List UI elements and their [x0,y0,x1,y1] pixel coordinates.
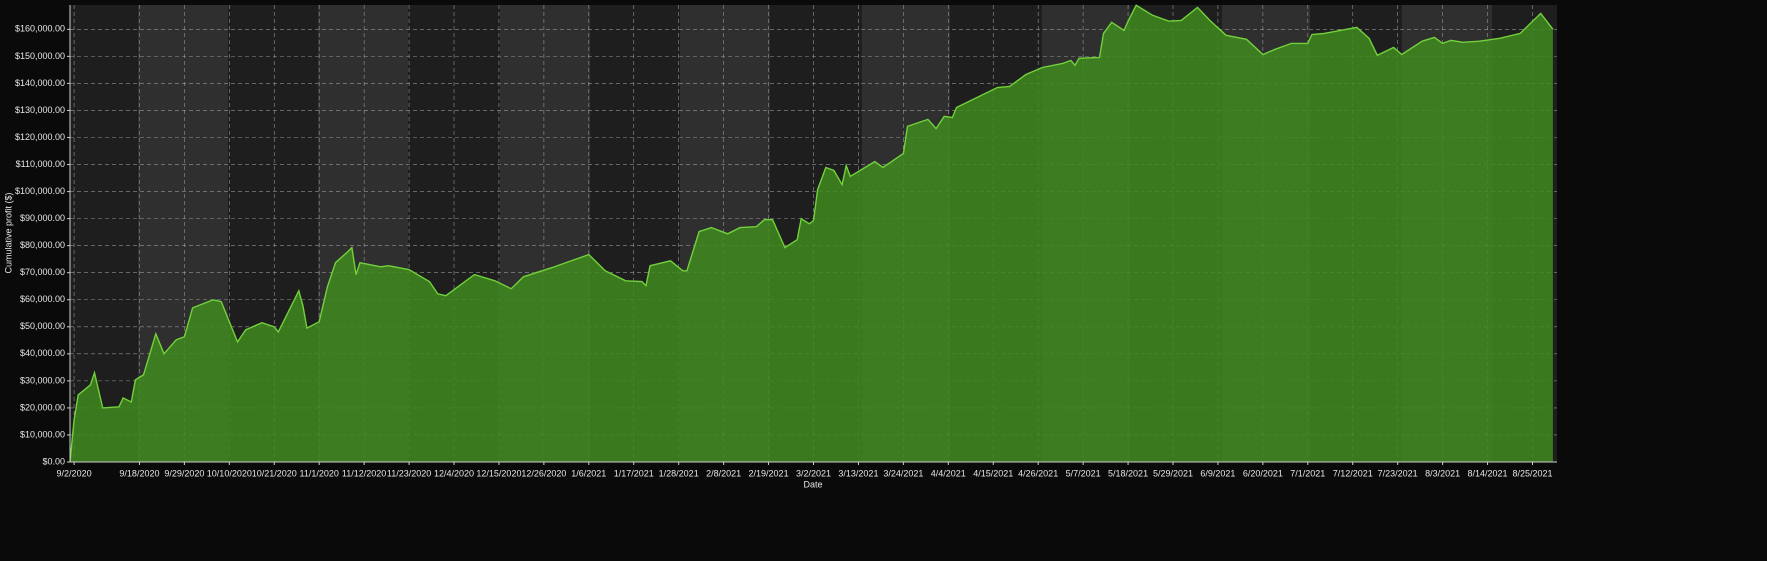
x-tick-label: 8/3/2021 [1425,468,1460,478]
x-tick-label: 3/2/2021 [796,468,831,478]
x-tick-label: 7/12/2021 [1333,468,1373,478]
x-tick-label: 4/15/2021 [973,468,1013,478]
x-tick-label: 11/12/2020 [342,468,386,478]
x-tick-label: 5/7/2021 [1066,468,1101,478]
y-tick-label: $110,000.00 [16,159,65,169]
x-tick-label: 8/25/2021 [1512,468,1552,478]
x-tick-label: 11/23/2020 [387,468,431,478]
x-tick-label: 3/13/2021 [838,468,878,478]
x-tick-label: 9/29/2020 [164,468,204,478]
y-tick-label: $90,000.00 [20,213,65,223]
y-tick-label: $30,000.00 [20,375,65,385]
x-tick-label: 1/17/2021 [614,468,654,478]
y-tick-label: $130,000.00 [15,105,65,115]
x-tick-label: 1/6/2021 [571,468,606,478]
y-tick-label: $150,000.00 [15,51,65,61]
x-tick-label: 6/9/2021 [1200,468,1235,478]
x-tick-label: 5/29/2021 [1153,468,1193,478]
x-tick-label: 9/18/2020 [119,468,159,478]
x-tick-label: 2/8/2021 [706,468,741,478]
x-tick-label: 12/15/2020 [476,468,521,478]
y-axis-label: Cumulative profit ($) [3,192,13,273]
x-tick-label: 1/28/2021 [659,468,699,478]
y-tick-label: $140,000.00 [15,78,65,88]
x-tick-label: 8/14/2021 [1468,468,1508,478]
y-tick-label: $80,000.00 [20,240,65,250]
y-tick-label: $160,000.00 [15,24,65,34]
y-tick-label: $20,000.00 [20,402,65,412]
labels: $0.00 $10,000.00 $20,000.00 $30,000.00 $40,0… [15,24,1553,479]
x-tick-label: 5/18/2021 [1108,468,1148,478]
x-tick-label: 12/4/2020 [434,468,474,478]
area [70,5,1553,463]
y-tick-label: $100,000.00 [15,186,65,196]
y-tick-label: $40,000.00 [20,348,65,358]
plot [69,4,1554,463]
x-tick-label: 11/1/2020 [300,468,339,478]
y-tick-label: $10,000.00 [20,429,65,439]
x-axis-label: Date [803,479,822,489]
x-tick-label: 10/21/2020 [252,468,297,478]
y-tick-label: $50,000.00 [20,321,65,331]
y-tick-label: $70,000.00 [20,267,65,277]
y-tick-label: $0.00 [42,456,65,466]
y-tick-label: $120,000.00 [15,132,65,142]
x-tick-label: 10/10/2020 [207,468,252,478]
x-tick-label: 4/26/2021 [1018,468,1058,478]
line [69,4,1554,463]
x-tick-label: 4/4/2021 [931,468,966,478]
x-tick-label: 7/1/2021 [1290,468,1325,478]
y-tick-label: $60,000.00 [20,294,65,304]
x-tick-label: 9/2/2020 [57,468,92,478]
x-tick-label: 2/19/2021 [749,468,789,478]
x-tick-label: 7/23/2021 [1378,468,1418,478]
x-tick-label: 12/26/2020 [521,468,566,478]
x-tick-label: 3/24/2021 [883,468,923,478]
x-tick-label: 6/20/2021 [1243,468,1283,478]
